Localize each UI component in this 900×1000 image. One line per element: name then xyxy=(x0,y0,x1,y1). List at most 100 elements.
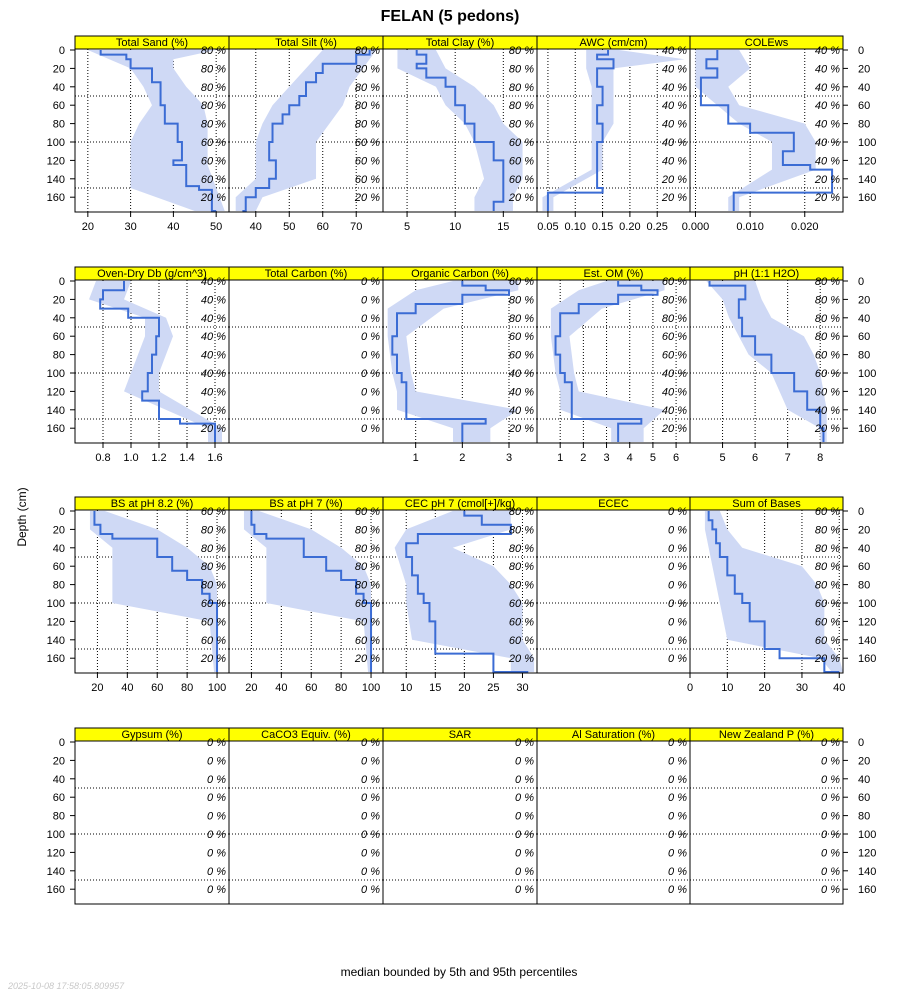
percentile-band xyxy=(706,281,827,442)
pct-label: 40 % xyxy=(662,368,687,380)
panel-title: BS at pH 8.2 (%) xyxy=(111,498,194,510)
pct-label: 80 % xyxy=(509,82,534,94)
pct-label: 0 % xyxy=(515,847,534,859)
pct-label: 60 % xyxy=(355,616,380,628)
panel-title: COLEws xyxy=(745,37,789,49)
pct-label: 0 % xyxy=(821,811,840,823)
x-tick-label: 0.010 xyxy=(736,221,764,233)
pct-label: 60 % xyxy=(355,174,380,186)
pct-label: 0 % xyxy=(207,755,226,767)
pct-label: 0 % xyxy=(361,405,380,417)
panel-2: Total Silt (%) 80 % 80 % 80 % 80 % 80 % 60 % 60… xyxy=(228,35,384,233)
y-tick-label-right: 80 xyxy=(858,119,870,131)
y-tick-label-right: 140 xyxy=(858,635,876,647)
y-tick-label: 100 xyxy=(47,137,65,149)
pct-label: 80 % xyxy=(509,63,534,75)
pct-label: 0 % xyxy=(361,829,380,841)
x-tick-label: 40 xyxy=(833,682,845,694)
pct-label: 40 % xyxy=(662,100,687,112)
pct-label: 60 % xyxy=(201,506,226,518)
pct-label: 60 % xyxy=(509,598,534,610)
pct-label: 0 % xyxy=(515,866,534,878)
pct-label: 0 % xyxy=(361,423,380,435)
median-line xyxy=(99,50,217,212)
pct-label: 0 % xyxy=(207,847,226,859)
pct-label: 80 % xyxy=(201,524,226,536)
pct-label: 0 % xyxy=(668,847,687,859)
y-tick-label-right: 140 xyxy=(858,174,876,186)
y-tick-label-right: 40 xyxy=(858,313,870,325)
panel-title: Total Sand (%) xyxy=(116,37,188,49)
pct-label: 60 % xyxy=(509,350,534,362)
pct-label: 0 % xyxy=(207,866,226,878)
x-tick-label: 40 xyxy=(121,682,133,694)
pct-label: 40 % xyxy=(201,294,226,306)
panel-10: pH (1:1 H2O) 80 % 80 % 80 % 80 % 60 % 60 % 60 %… xyxy=(689,266,876,464)
y-tick-label: 60 xyxy=(53,792,65,804)
pct-label: 80 % xyxy=(509,580,534,592)
y-tick-label-right: 80 xyxy=(858,580,870,592)
panel-frame xyxy=(689,740,844,905)
x-axis-caption: median bounded by 5th and 95th percentil… xyxy=(341,965,578,979)
pct-label: 20 % xyxy=(200,653,226,665)
pct-label: 0 % xyxy=(821,792,840,804)
y-tick-label-right: 40 xyxy=(858,774,870,786)
y-tick-label: 40 xyxy=(53,313,65,325)
pct-label: 0 % xyxy=(668,506,687,518)
median-line xyxy=(707,511,840,673)
y-tick-label: 160 xyxy=(47,653,65,665)
y-tick-label: 60 xyxy=(53,100,65,112)
pct-label: 60 % xyxy=(662,331,687,343)
y-tick-label: 0 xyxy=(59,276,65,288)
pct-label: 0 % xyxy=(361,276,380,288)
pct-label: 60 % xyxy=(662,276,687,288)
pct-label: 0 % xyxy=(207,737,226,749)
y-tick-label: 100 xyxy=(47,368,65,380)
panel-frame xyxy=(228,740,384,905)
x-tick-label: 15 xyxy=(429,682,441,694)
x-tick-label: 40 xyxy=(250,221,262,233)
panel-title: Total Carbon (%) xyxy=(265,268,348,280)
x-tick-label: 0.15 xyxy=(592,221,613,233)
pct-label: 20 % xyxy=(508,653,534,665)
pct-label: 20 % xyxy=(661,423,687,435)
pct-label: 0 % xyxy=(821,829,840,841)
panel-title: Est. OM (%) xyxy=(584,268,644,280)
x-tick-label: 30 xyxy=(796,682,808,694)
pct-label: 0 % xyxy=(361,737,380,749)
pct-label: 0 % xyxy=(361,866,380,878)
pct-label: 60 % xyxy=(201,616,226,628)
x-tick-label: 5 xyxy=(650,452,656,464)
y-tick-label-right: 160 xyxy=(858,884,876,896)
pct-label: 40 % xyxy=(509,405,534,417)
pct-label: 60 % xyxy=(201,598,226,610)
panel-title: Al Saturation (%) xyxy=(572,729,655,741)
pct-label: 80 % xyxy=(815,561,840,573)
pct-label: 0 % xyxy=(821,884,840,896)
x-tick-label: 60 xyxy=(305,682,317,694)
pct-label: 80 % xyxy=(662,294,687,306)
x-tick-label: 6 xyxy=(673,452,679,464)
y-tick-label-right: 60 xyxy=(858,100,870,112)
y-tick-label: 120 xyxy=(47,386,65,398)
pct-label: 20 % xyxy=(814,653,840,665)
pct-label: 60 % xyxy=(509,635,534,647)
y-tick-label-right: 20 xyxy=(858,524,870,536)
x-tick-label: 8 xyxy=(817,452,823,464)
pct-label: 60 % xyxy=(815,635,840,647)
median-line xyxy=(554,281,659,442)
panel-14: ECEC 0 % 0 % 0 % 0 % 0 % 0 % 0 % 0 % 0 % xyxy=(536,496,691,674)
y-tick-label: 140 xyxy=(47,635,65,647)
timestamp: 2025-10-08 17:58:05.809957 xyxy=(7,981,125,991)
y-tick-label-right: 140 xyxy=(858,866,876,878)
pct-label: 0 % xyxy=(821,774,840,786)
pct-label: 60 % xyxy=(201,155,226,167)
pct-label: 20 % xyxy=(661,174,687,186)
x-tick-label: 60 xyxy=(151,682,163,694)
pct-label: 20 % xyxy=(200,405,226,417)
x-tick-label: 20 xyxy=(759,682,771,694)
pct-label: 0 % xyxy=(668,616,687,628)
y-tick-label: 140 xyxy=(47,405,65,417)
panel-title: Organic Carbon (%) xyxy=(411,268,509,280)
pct-label: 0 % xyxy=(207,792,226,804)
